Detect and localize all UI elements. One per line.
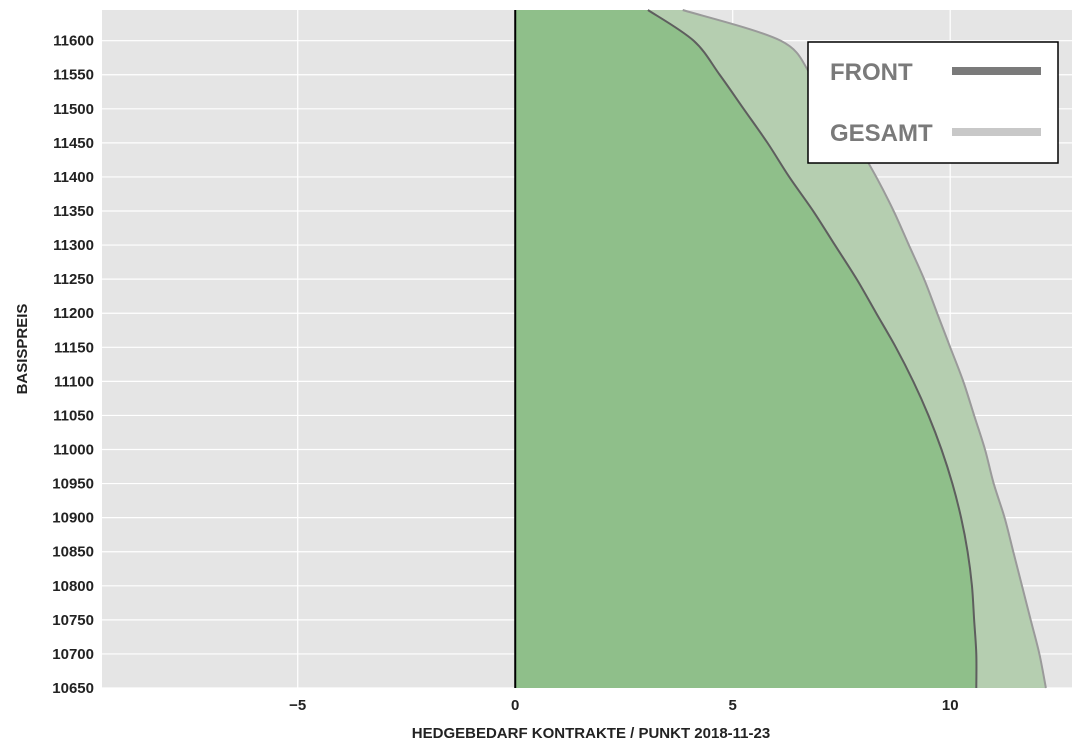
x-tick-label: 5 [729,697,737,714]
y-tick-label: 10800 [52,578,94,595]
y-tick-label: 11050 [53,407,94,424]
legend-label-gesamt: GESAMT [830,120,933,147]
y-tick-label: 10700 [52,646,94,663]
y-tick-label: 10650 [52,680,94,697]
y-axis-title: BASISPREIS [14,304,31,395]
y-tick-label: 11500 [53,101,94,118]
y-tick-label: 10950 [52,476,94,493]
legend-box [807,41,1059,164]
y-tick-label: 11550 [53,67,94,84]
y-tick-label: 11100 [54,373,94,390]
y-tick-label: 10750 [52,612,94,629]
area-layer [515,10,1046,688]
y-tick-label: 11350 [53,203,94,220]
x-tick-label: 10 [942,697,959,714]
y-tick-labels: 10650 10700 10750 10800 10850 10900 10950 11000… [52,33,94,697]
y-tick-label: 10900 [52,510,94,527]
y-tick-label: 11200 [53,305,94,322]
y-tick-label: 11000 [53,442,94,459]
y-tick-label: 11600 [53,33,94,50]
y-tick-label: 10850 [52,544,94,561]
y-tick-label: 11300 [53,237,94,254]
legend: FRONT GESAMT [807,41,1059,164]
y-tick-label: 11450 [53,135,94,152]
y-tick-label: 11400 [53,169,94,186]
line-front [647,9,978,689]
x-tick-label: 0 [511,697,519,714]
x-tick-label: −5 [289,697,306,714]
y-tick-label: 11250 [53,271,94,288]
area-front [515,10,977,688]
legend-label-front: FRONT [830,59,913,86]
x-tick-labels: −5 0 5 10 [289,697,958,714]
x-axis-title: HEDGEBEDARF KONTRAKTE / PUNKT 2018-11-23 [412,725,770,741]
y-tick-label: 11150 [54,339,94,356]
